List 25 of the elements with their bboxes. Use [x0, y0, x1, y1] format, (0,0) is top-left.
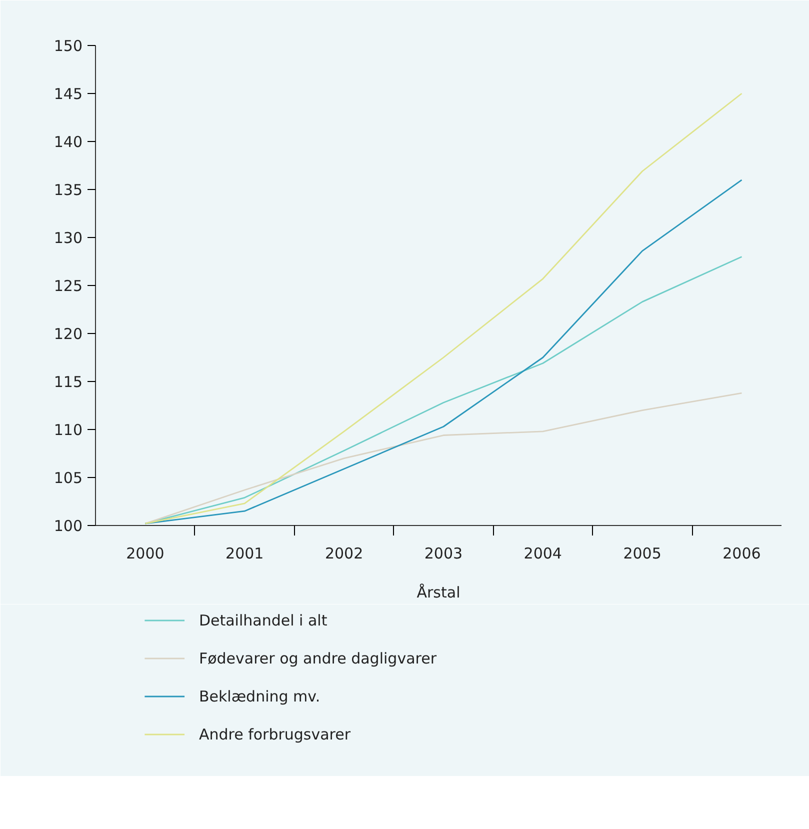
y-tick-label: 140: [54, 133, 83, 151]
x-axis-title: Årstal: [416, 584, 460, 602]
x-tick-label: 2000: [126, 544, 164, 562]
legend-label: Beklædning mv.: [198, 688, 320, 706]
x-tick-label: 2004: [524, 544, 562, 562]
x-tick-label: 2001: [226, 544, 264, 562]
y-tick-label: 120: [54, 325, 83, 343]
line-series: [144, 92, 742, 524]
y-tick-label: 110: [54, 421, 83, 439]
line-series: [144, 392, 742, 524]
legend-label: Detailhandel i alt: [198, 612, 328, 630]
y-tick-label: 105: [54, 469, 83, 487]
x-tick-label: 2006: [722, 544, 761, 562]
x-tick-label: 2005: [623, 544, 662, 562]
y-tick-label: 130: [54, 229, 83, 247]
y-tick-label: 135: [54, 181, 83, 199]
legend-label: Andre forbrugsvarer: [198, 726, 352, 744]
x-tick-label: 2002: [324, 544, 364, 562]
y-tick-label: 145: [54, 85, 83, 103]
y-tick-label: 150: [54, 37, 83, 55]
y-tick-label: 115: [54, 373, 83, 391]
legend-label: Fødevarer og andre dagligvarer: [198, 650, 438, 668]
x-tick-label: 2003: [424, 544, 463, 562]
y-tick-label: 125: [54, 277, 83, 295]
y-tick-label: 100: [54, 517, 83, 535]
